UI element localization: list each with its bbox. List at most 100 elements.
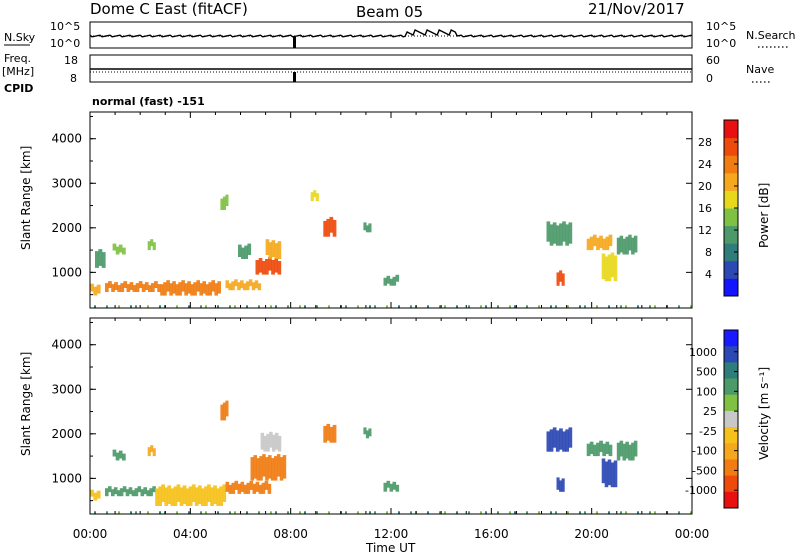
velocity-gate-cell — [263, 435, 267, 452]
power-gate-cell — [150, 239, 154, 247]
velocity-gate-cell — [167, 485, 172, 504]
nsky-tick-bottom: 10^0 — [50, 37, 80, 50]
power-colorbar-tick-label: 24 — [698, 158, 712, 171]
velocity-colorbar-swatch — [724, 491, 738, 509]
power-gate-cell — [93, 286, 98, 296]
power-gate-cell — [565, 224, 569, 246]
velocity-low-range-echo — [538, 511, 540, 515]
velocity-low-range-echo — [374, 511, 376, 515]
velocity-echo-patch — [112, 449, 126, 461]
velocity-low-range-echo — [620, 511, 622, 515]
velocity-ytick-label: 4000 — [51, 338, 82, 352]
power-gate-cell — [257, 283, 262, 291]
nave-label: Nave — [746, 63, 774, 76]
velocity-gate-cell — [90, 489, 94, 497]
velocity-colorbar-swatch — [724, 443, 738, 460]
velocity-gate-cell — [125, 489, 130, 497]
velocity-gate-cell — [607, 459, 612, 486]
power-low-range-echo — [608, 305, 610, 309]
velocity-gate-cell — [252, 483, 257, 494]
velocity-gate-cell — [164, 487, 169, 506]
velocity-gate-cell — [559, 480, 563, 492]
velocity-echo-patch — [556, 477, 565, 492]
velocity-gate-cell — [222, 484, 227, 502]
power-gate-cell — [586, 238, 591, 251]
velocity-gate-cell — [228, 484, 233, 494]
power-gate-cell — [114, 282, 118, 290]
velocity-gate-cell — [152, 448, 156, 457]
velocity-low-range-echo — [357, 511, 359, 515]
power-low-range-echo — [106, 305, 108, 309]
power-gate-cell — [135, 283, 140, 292]
velocity-gate-cell — [93, 492, 98, 501]
power-gate-cell — [555, 225, 560, 246]
power-gate-cell — [589, 236, 594, 251]
power-gate-cell — [549, 224, 554, 246]
velocity-low-range-echo — [135, 511, 137, 515]
power-gate-cell — [613, 255, 618, 282]
velocity-gate-cell — [565, 429, 569, 452]
velocity-gate-cell — [282, 455, 287, 479]
velocity-gate-cell — [386, 480, 391, 488]
velocity-colorbar-label: Velocity [m s⁻¹] — [757, 367, 771, 460]
power-gate-cell — [175, 284, 179, 296]
power-low-range-echo — [200, 305, 202, 309]
power-gate-cell — [383, 277, 388, 286]
power-gate-cell — [234, 279, 238, 287]
velocity-low-range-echo — [304, 511, 306, 515]
freq-tick-bottom: 8 — [70, 72, 77, 85]
velocity-gate-cell — [170, 488, 175, 506]
velocity-gate-cell — [158, 486, 162, 506]
velocity-gate-cell — [131, 490, 136, 497]
time-axis-label: Time UT — [365, 541, 416, 554]
power-gate-cell — [105, 283, 109, 292]
power-gate-cell — [247, 243, 252, 255]
velocity-ylabel: Slant Range [km] — [19, 352, 33, 456]
velocity-gate-cell — [596, 442, 600, 457]
velocity-gate-cell — [155, 488, 159, 506]
velocity-gate-cell — [146, 490, 150, 497]
velocity-gate-cell — [602, 443, 606, 457]
velocity-low-range-echo — [94, 511, 96, 515]
velocity-gate-cell — [213, 485, 217, 504]
velocity-echo-patch — [323, 423, 337, 443]
velocity-low-range-echo — [229, 511, 231, 515]
velocity-low-range-echo — [176, 511, 178, 515]
power-gate-cell — [562, 221, 566, 242]
velocity-gate-cell — [140, 489, 145, 497]
power-gate-cell — [154, 281, 158, 288]
power-low-range-echo — [485, 305, 487, 309]
power-gate-cell — [222, 196, 226, 210]
velocity-low-range-echo — [287, 511, 289, 515]
power-gate-cell — [115, 246, 120, 255]
velocity-low-range-echo — [690, 511, 692, 515]
velocity-gate-cell — [589, 441, 594, 455]
power-low-range-echo — [439, 305, 441, 309]
power-gate-cell — [241, 247, 245, 259]
velocity-gate-cell — [628, 444, 632, 461]
power-gate-cell — [126, 284, 131, 292]
power-gate-cell — [323, 220, 327, 237]
velocity-gate-cell — [256, 458, 260, 481]
power-gate-cell — [166, 280, 170, 292]
velocity-low-range-echo — [386, 511, 388, 515]
velocity-low-range-echo — [584, 511, 586, 515]
velocity-low-range-echo — [188, 511, 190, 515]
power-colorbar-label: Power [dB] — [757, 183, 771, 248]
velocity-low-range-echo — [258, 511, 260, 515]
power-gate-cell — [332, 219, 337, 237]
power-gate-cell — [208, 282, 212, 296]
power-gate-cell — [265, 239, 270, 255]
velocity-low-range-echo — [509, 511, 511, 515]
power-echo-patch — [90, 283, 101, 296]
velocity-gate-cell — [259, 456, 263, 481]
power-gate-cell — [268, 257, 272, 271]
velocity-low-range-echo — [439, 511, 441, 515]
power-gate-cell — [271, 260, 275, 275]
power-gate-cell — [187, 281, 191, 294]
velocity-gate-cell — [268, 455, 272, 479]
velocity-low-range-echo — [596, 511, 598, 515]
velocity-echo-patch — [616, 440, 638, 461]
power-ytick-label: 1000 — [51, 265, 82, 279]
velocity-gate-cell — [122, 453, 126, 461]
